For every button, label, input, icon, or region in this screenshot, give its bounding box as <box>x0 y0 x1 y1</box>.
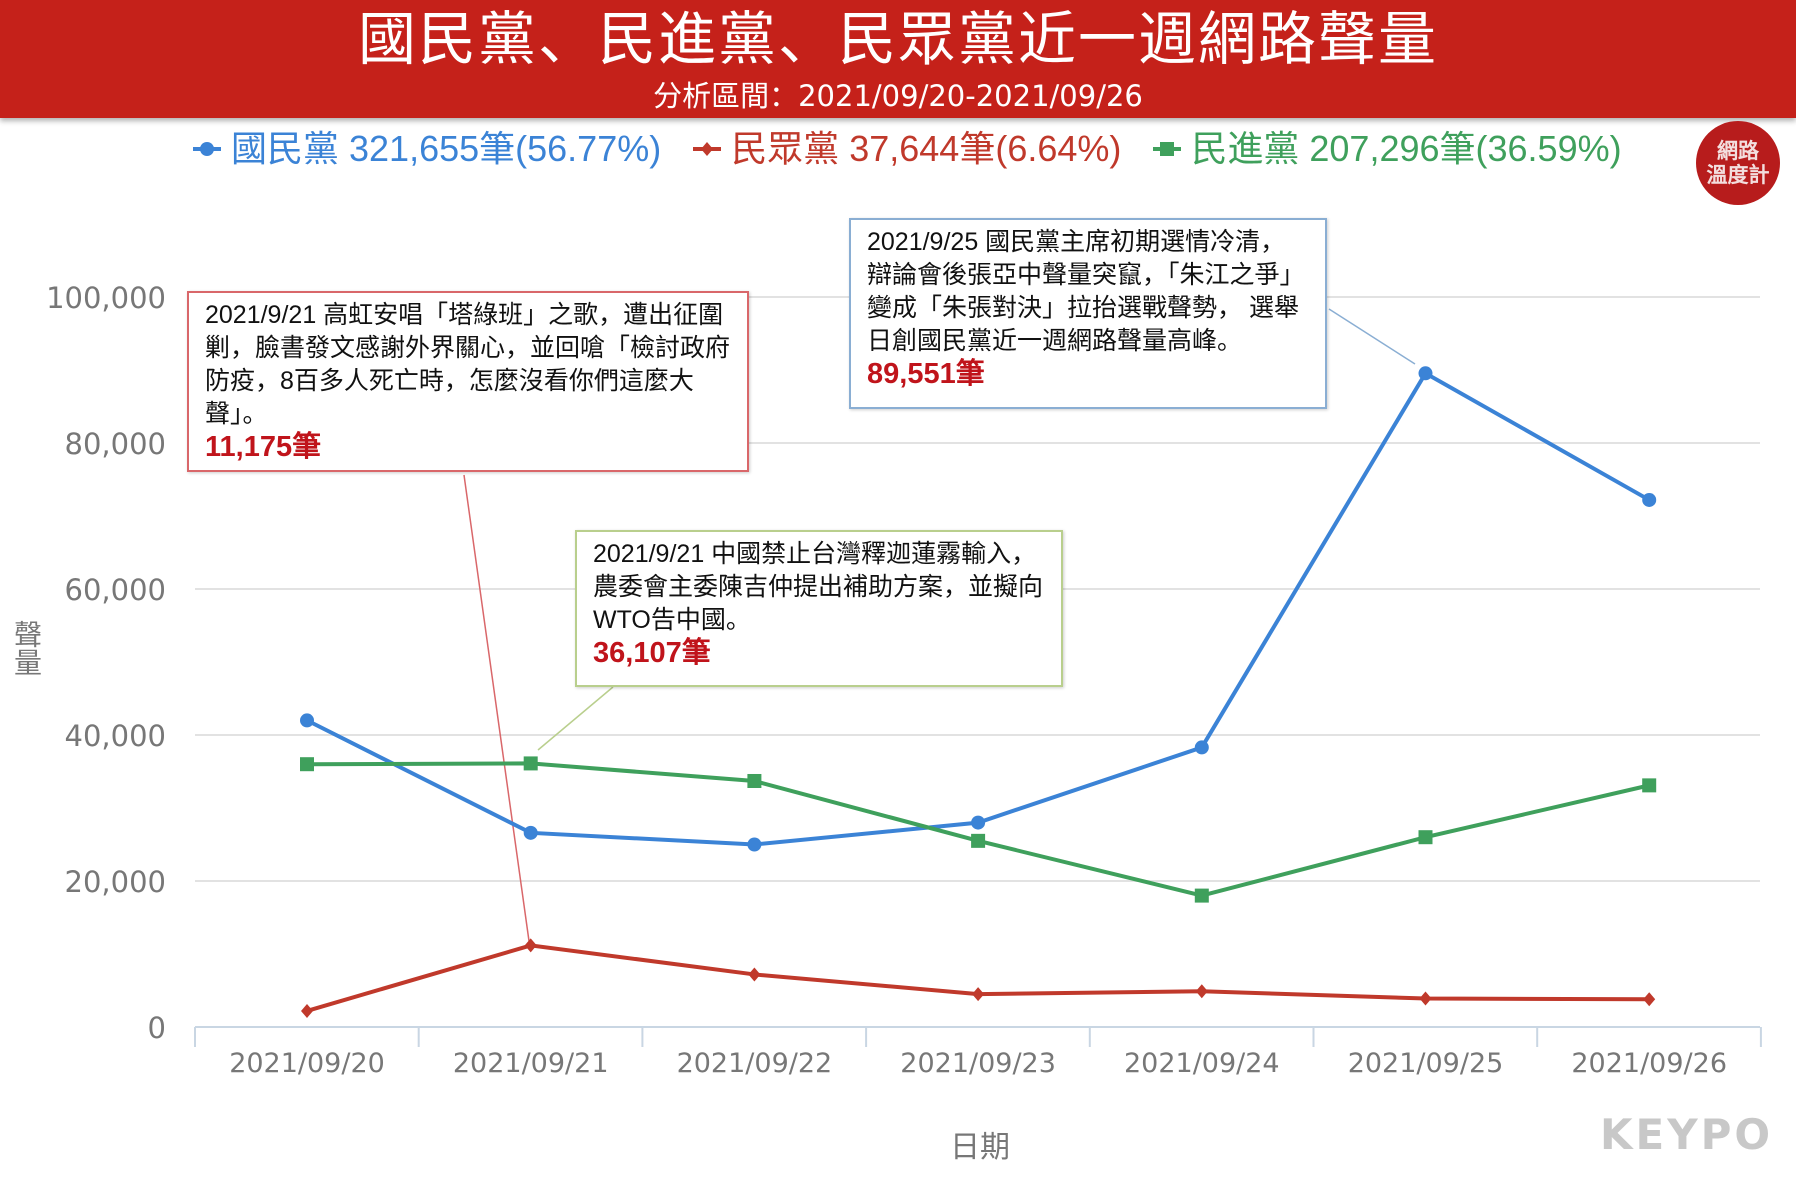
legend-item[interactable]: 民進黨 207,296筆(36.59%) <box>1149 126 1622 172</box>
annotation-text: 2021/9/21 高虹安唱「塔綠班」之歌，遭出征圍剿，臉書發文感謝外界關心，並… <box>205 301 731 428</box>
data-point-國民黨 <box>300 713 314 728</box>
data-point-民眾黨 <box>748 967 761 982</box>
badge-line1: 網路 <box>1717 139 1759 163</box>
annotation-connector-tpp <box>463 474 530 942</box>
x-tick-label: 2021/09/23 <box>900 1048 1056 1079</box>
legend-item[interactable]: 民眾黨 37,644筆(6.64%) <box>689 126 1121 172</box>
legend-diamond <box>701 142 714 156</box>
legend: 國民黨 321,655筆(56.77%) 民眾黨 37,644筆(6.64%) 民進… <box>189 126 1622 172</box>
data-point-民眾黨 <box>1419 991 1432 1006</box>
annotation-tpp: 2021/9/21 高虹安唱「塔綠班」之歌，遭出征圍剿，臉書發文感謝外界關心，並… <box>187 291 749 472</box>
y-axis-label: 聲量 <box>10 620 43 676</box>
legend-label: 國民黨 321,655筆(56.77%) <box>231 128 662 169</box>
annotation-value: 11,175筆 <box>205 431 322 463</box>
annotation-connector-kmt <box>1328 308 1416 365</box>
data-point-民眾黨 <box>1195 984 1208 999</box>
data-point-國民黨 <box>1642 492 1657 507</box>
brand-badge-logo: 網路 溫度計 <box>1696 121 1780 205</box>
data-point-民進黨 <box>747 773 762 788</box>
x-tick-label: 2021/09/21 <box>453 1048 609 1079</box>
data-point-民進黨 <box>523 756 538 771</box>
annotation-text: 2021/9/25 國民黨主席初期選情冷清，辯論會後張亞中聲量突竄，「朱江之爭」… <box>867 228 1305 355</box>
x-axis-label: 日期 <box>950 1130 1010 1165</box>
annotation-dpp: 2021/9/21 中國禁止台灣釋迦蓮霧輸入，農委會主委陳吉仲提出補助方案，並擬… <box>575 530 1063 687</box>
annotation-value: 89,551筆 <box>867 358 985 390</box>
annotation-kmt: 2021/9/25 國民黨主席初期選情冷清，辯論會後張亞中聲量突竄，「朱江之爭」… <box>849 218 1327 409</box>
legend-item[interactable]: 國民黨 321,655筆(56.77%) <box>189 126 661 172</box>
legend-marker-icon <box>1153 142 1182 156</box>
x-tick-label: 2021/09/25 <box>1348 1048 1504 1079</box>
annotation-value: 36,107筆 <box>593 637 711 669</box>
chart-subtitle: 分析區間：2021/09/20-2021/09/26 <box>653 79 1143 113</box>
x-tick-label: 2021/09/26 <box>1571 1048 1727 1079</box>
annotation-connector-dpp <box>537 686 614 751</box>
legend-dot <box>200 142 214 156</box>
annotation-text: 2021/9/21 中國禁止台灣釋迦蓮霧輸入，農委會主委陳吉仲提出補助方案，並擬… <box>593 540 1044 634</box>
y-tick-label: 20,000 <box>65 865 166 899</box>
data-point-民進黨 <box>1418 830 1433 845</box>
chart-title: 國民黨、民進黨、民眾黨近一週網路聲量 <box>357 5 1438 73</box>
data-point-民眾黨 <box>301 1003 313 1018</box>
legend-marker-icon <box>693 142 722 156</box>
y-tick-label: 60,000 <box>65 573 166 607</box>
data-point-民眾黨 <box>972 987 985 1002</box>
x-tick-label: 2021/09/20 <box>229 1048 385 1079</box>
data-point-國民黨 <box>747 837 762 852</box>
title-bar: 國民黨、民進黨、民眾黨近一週網路聲量 分析區間：2021/09/20-2021/… <box>0 0 1796 118</box>
x-tick-label: 2021/09/24 <box>1124 1048 1280 1079</box>
y-tick-label: 0 <box>148 1011 166 1045</box>
y-tick-label: 40,000 <box>65 719 166 753</box>
data-point-民眾黨 <box>524 938 537 953</box>
data-point-國民黨 <box>1418 366 1433 381</box>
badge-line2: 溫度計 <box>1706 163 1770 187</box>
legend-square <box>1160 142 1175 156</box>
data-point-民進黨 <box>971 833 986 848</box>
data-point-民進黨 <box>1642 778 1657 793</box>
x-tick-label: 2021/09/22 <box>677 1048 833 1079</box>
legend-marker-icon <box>193 142 221 156</box>
data-point-國民黨 <box>1194 740 1209 755</box>
data-point-民眾黨 <box>1643 992 1656 1007</box>
data-point-國民黨 <box>971 815 986 830</box>
data-point-民進黨 <box>300 757 314 772</box>
data-point-國民黨 <box>523 825 538 840</box>
y-tick-label: 100,000 <box>46 281 166 315</box>
data-point-民進黨 <box>1194 888 1209 903</box>
y-tick-label: 80,000 <box>65 427 166 461</box>
legend-label: 民進黨 207,296筆(36.59%) <box>1191 128 1622 169</box>
legend-label: 民眾黨 37,644筆(6.64%) <box>731 128 1122 169</box>
keypo-logo: KEYPO <box>1600 1110 1774 1159</box>
